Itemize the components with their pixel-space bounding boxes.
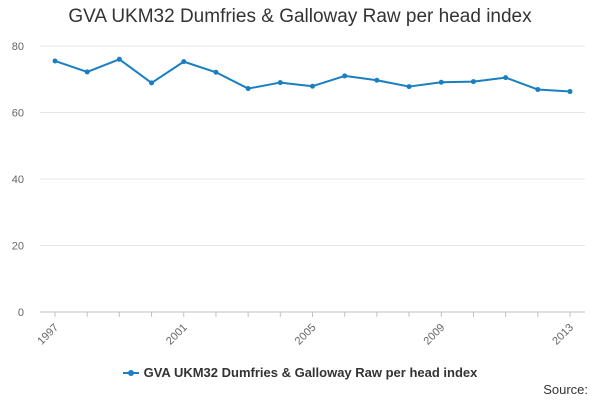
- series-layer: [52, 56, 573, 95]
- data-point[interactable]: [149, 80, 155, 86]
- data-point[interactable]: [116, 56, 122, 62]
- data-point[interactable]: [52, 58, 58, 64]
- data-point[interactable]: [535, 87, 541, 93]
- x-tick-label: 2001: [164, 322, 190, 348]
- legend-label: GVA UKM32 Dumfries & Galloway Raw per he…: [143, 365, 478, 381]
- data-point[interactable]: [213, 69, 219, 75]
- x-tick-label: 2013: [550, 322, 576, 348]
- data-point[interactable]: [310, 83, 315, 89]
- data-point[interactable]: [277, 80, 283, 86]
- x-tick-label: 1997: [35, 322, 61, 348]
- x-tick-label: 2009: [422, 322, 448, 348]
- data-point[interactable]: [342, 73, 348, 79]
- data-point[interactable]: [438, 79, 444, 85]
- data-point[interactable]: [374, 77, 380, 83]
- data-point[interactable]: [181, 59, 187, 65]
- x-axis: 1997 2001 2005 2009 2013: [35, 311, 585, 348]
- grid-lines: [40, 45, 585, 246]
- data-point[interactable]: [406, 84, 412, 90]
- source-note: Source:: [543, 382, 588, 397]
- data-point[interactable]: [503, 75, 509, 81]
- y-tick-label: 40: [12, 174, 24, 186]
- data-point[interactable]: [470, 79, 476, 85]
- legend-swatch: [122, 369, 139, 376]
- data-point[interactable]: [245, 86, 251, 92]
- y-tick-label: 0: [18, 307, 24, 319]
- y-tick-label: 80: [12, 41, 24, 53]
- legend[interactable]: GVA UKM32 Dumfries & Galloway Raw per he…: [0, 364, 600, 380]
- y-tick-label: 60: [12, 108, 24, 120]
- data-point[interactable]: [84, 69, 90, 75]
- x-tick-label: 2005: [293, 322, 319, 348]
- chart-title: GVA UKM32 Dumfries & Galloway Raw per he…: [68, 6, 532, 27]
- y-tick-label: 20: [12, 241, 24, 253]
- data-point[interactable]: [567, 89, 573, 95]
- legend-dot: [127, 369, 134, 376]
- y-axis: 0 20 40 60 80: [12, 41, 24, 319]
